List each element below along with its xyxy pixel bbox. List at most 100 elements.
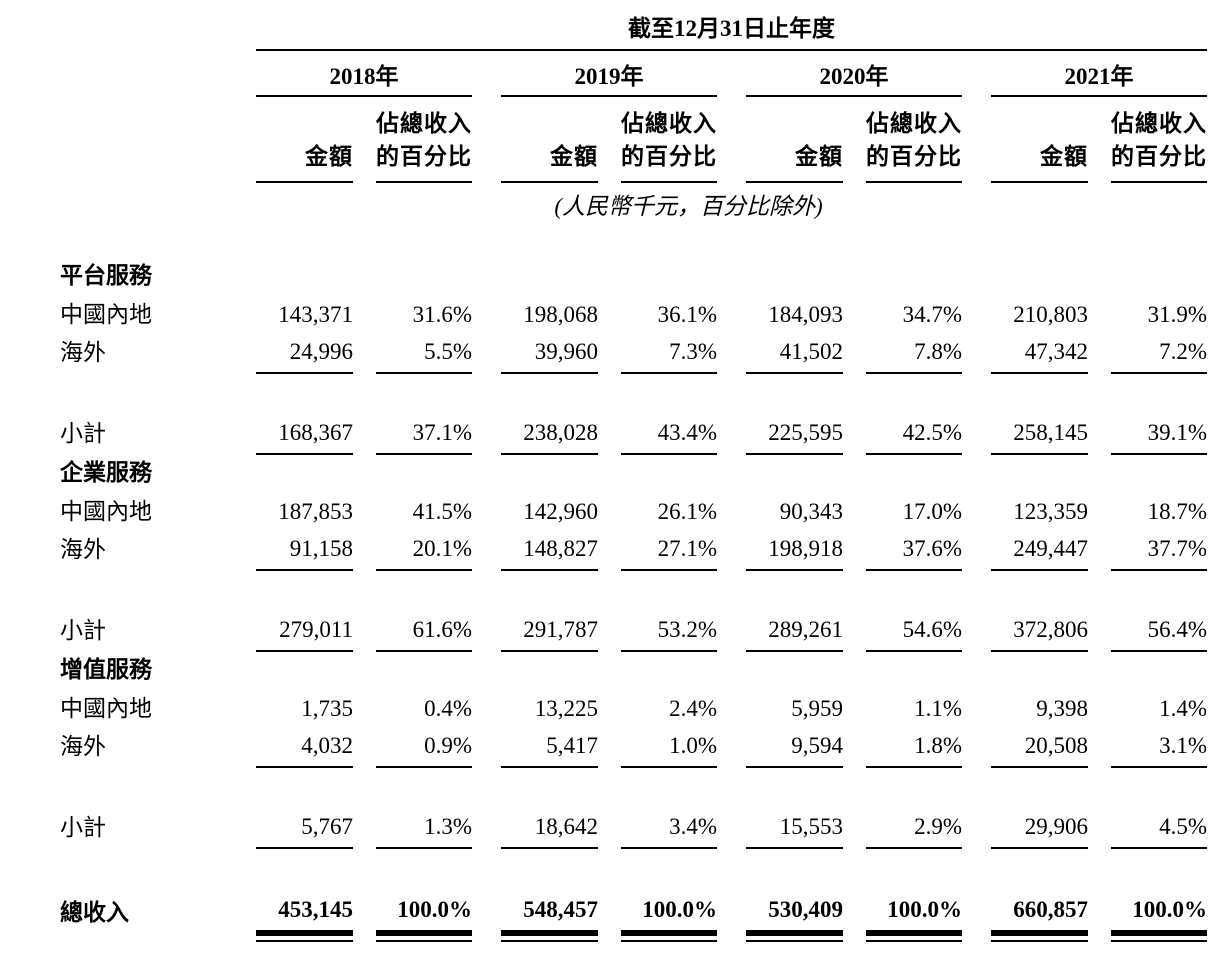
pct-cell: 1.0% (621, 721, 717, 768)
amount-cell: 41,502 (746, 327, 843, 374)
year-header-2018: 2018年 (256, 50, 472, 97)
table-header-row: 截至12月31日止年度 (60, 14, 1207, 51)
row-label: 小計 (60, 815, 106, 840)
pct-column-header: 佔總收入 的百分比 (376, 96, 472, 183)
table-row: 中國內地 143,371 31.6% 198,068 36.1% 184,093… (60, 290, 1207, 327)
amount-cell: 39,960 (501, 327, 598, 374)
amount-cell: 142,960 (523, 499, 598, 524)
amount-cell: 210,803 (1013, 302, 1088, 327)
amount-cell: 372,806 (991, 605, 1088, 652)
year-header-2019: 2019年 (501, 50, 717, 97)
pct-cell: 41.5% (412, 499, 472, 524)
amount-cell: 9,594 (746, 721, 843, 768)
amount-cell: 91,158 (256, 524, 353, 571)
amount-cell: 143,371 (278, 302, 353, 327)
pct-cell: 100.0% (866, 883, 962, 936)
table-row: 中國內地 187,853 41.5% 142,960 26.1% 90,343 … (60, 487, 1207, 524)
pct-cell: 0.4% (424, 696, 472, 721)
pct-cell: 37.1% (376, 408, 472, 455)
pct-cell: 3.1% (1111, 721, 1207, 768)
pct-cell: 1.4% (1159, 696, 1207, 721)
amount-cell: 29,906 (991, 802, 1088, 849)
row-label: 中國內地 (60, 302, 152, 327)
amount-cell: 289,261 (746, 605, 843, 652)
pct-cell: 100.0% (621, 883, 717, 936)
year-header-row: 2018年 2019年 2020年 2021年 (60, 50, 1207, 97)
row-label: 海外 (60, 734, 106, 759)
amount-cell: 5,959 (791, 696, 843, 721)
row-label: 總收入 (60, 900, 129, 925)
pct-cell: 3.4% (621, 802, 717, 849)
pct-column-header: 佔總收入 的百分比 (866, 96, 962, 183)
amount-cell: 4,032 (256, 721, 353, 768)
pct-cell: 37.7% (1111, 524, 1207, 571)
row-label: 小計 (60, 618, 106, 643)
amount-cell: 15,553 (746, 802, 843, 849)
pct-cell: 56.4% (1111, 605, 1207, 652)
double-rule-row (60, 933, 1207, 942)
pct-cell: 31.9% (1147, 302, 1207, 327)
pct-cell: 27.1% (621, 524, 717, 571)
row-label: 海外 (60, 340, 106, 365)
amount-cell: 148,827 (501, 524, 598, 571)
section-header: 企業服務 (60, 460, 152, 485)
section-header: 平台服務 (60, 263, 152, 288)
pct-cell: 5.5% (376, 327, 472, 374)
pct-cell: 36.1% (657, 302, 717, 327)
section-header: 增值服務 (60, 657, 152, 682)
table-row: 中國內地 1,735 0.4% 13,225 2.4% 5,959 1.1% 9… (60, 684, 1207, 721)
amount-column-header: 金額 (746, 96, 843, 183)
amount-column-header: 金額 (256, 96, 353, 183)
amount-cell: 225,595 (746, 408, 843, 455)
amount-cell: 13,225 (534, 696, 598, 721)
pct-cell: 100.0% (1111, 883, 1207, 936)
amount-cell: 258,145 (991, 408, 1088, 455)
table-row: 海外 91,158 20.1% 148,827 27.1% 198,918 37… (60, 524, 1207, 571)
amount-cell: 249,447 (991, 524, 1088, 571)
amount-cell: 660,857 (991, 883, 1088, 936)
section-header-row: 平台服務 (60, 257, 1207, 290)
pct-cell: 20.1% (376, 524, 472, 571)
amount-cell: 5,767 (256, 802, 353, 849)
row-label: 海外 (60, 537, 106, 562)
amount-cell: 24,996 (256, 327, 353, 374)
pct-cell: 26.1% (657, 499, 717, 524)
subtotal-row: 小計 168,367 37.1% 238,028 43.4% 225,595 4… (60, 408, 1207, 455)
subtotal-row: 小計 5,767 1.3% 18,642 3.4% 15,553 2.9% 29… (60, 802, 1207, 849)
table-row: 海外 4,032 0.9% 5,417 1.0% 9,594 1.8% 20,5… (60, 721, 1207, 768)
pct-cell: 4.5% (1111, 802, 1207, 849)
pct-cell: 2.9% (866, 802, 962, 849)
amount-cell: 184,093 (768, 302, 843, 327)
pct-column-header: 佔總收入 的百分比 (621, 96, 717, 183)
pct-cell: 42.5% (866, 408, 962, 455)
pct-cell: 2.4% (669, 696, 717, 721)
pct-cell: 31.6% (412, 302, 472, 327)
pct-cell: 61.6% (376, 605, 472, 652)
pct-cell: 34.7% (902, 302, 962, 327)
pct-cell: 54.6% (866, 605, 962, 652)
pct-cell: 1.1% (914, 696, 962, 721)
amount-cell: 1,735 (301, 696, 353, 721)
pct-cell: 37.6% (866, 524, 962, 571)
financial-table: 截至12月31日止年度 2018年 2019年 2020年 2021年 金額 佔… (60, 14, 1207, 942)
amount-cell: 5,417 (501, 721, 598, 768)
table-title: 截至12月31日止年度 (256, 14, 1207, 51)
amount-column-header: 金額 (501, 96, 598, 183)
pct-cell: 1.8% (866, 721, 962, 768)
amount-cell: 20,508 (991, 721, 1088, 768)
amount-cell: 291,787 (501, 605, 598, 652)
pct-cell: 7.2% (1111, 327, 1207, 374)
amount-cell: 168,367 (256, 408, 353, 455)
amount-cell: 453,145 (256, 883, 353, 936)
row-label: 小計 (60, 421, 106, 446)
amount-cell: 9,398 (1036, 696, 1088, 721)
pct-cell: 17.0% (902, 499, 962, 524)
amount-cell: 238,028 (501, 408, 598, 455)
pct-cell: 18.7% (1147, 499, 1207, 524)
total-row: 總收入 453,145 100.0% 548,457 100.0% 530,40… (60, 883, 1207, 936)
pct-column-header: 佔總收入 的百分比 (1111, 96, 1207, 183)
units-note: (人民幣千元，百分比除外) (554, 194, 823, 219)
pct-cell: 39.1% (1111, 408, 1207, 455)
pct-cell: 7.3% (621, 327, 717, 374)
